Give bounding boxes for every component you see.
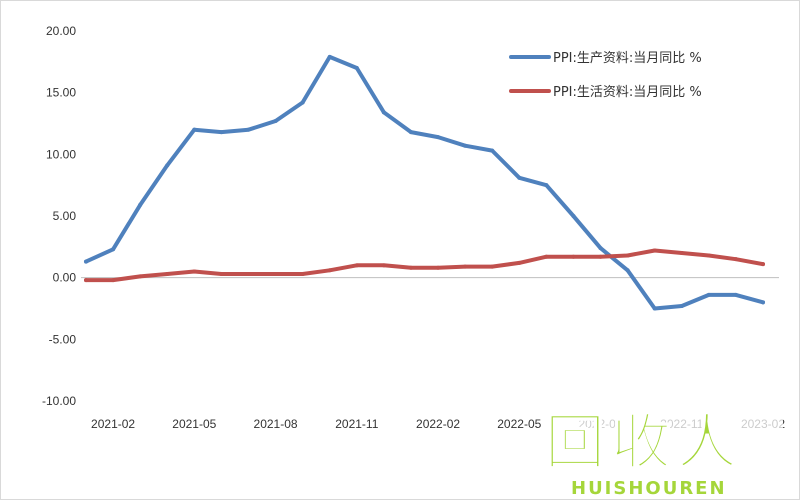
data-point — [761, 262, 765, 267]
data-point — [354, 263, 359, 268]
data-point — [544, 183, 549, 188]
series-line-1 — [84, 54, 765, 311]
data-point — [300, 271, 305, 276]
data-point — [327, 54, 332, 59]
y-tick-label: -10.00 — [42, 394, 76, 408]
data-point — [706, 253, 711, 258]
x-tick-label: 2021-02 — [91, 417, 135, 431]
x-tick-label: 2022-05 — [497, 417, 541, 431]
data-point — [598, 254, 603, 259]
y-tick-label: 15.00 — [46, 86, 76, 100]
data-point — [571, 214, 576, 218]
y-tick-label: 20.00 — [46, 24, 76, 38]
data-point — [84, 278, 88, 283]
x-tick-label: 2021-08 — [254, 417, 298, 431]
data-point — [490, 264, 495, 269]
watermark-backdrop — [543, 403, 783, 498]
data-point — [246, 127, 251, 132]
data-point — [436, 265, 441, 270]
data-point — [408, 130, 413, 135]
watermark-brand-text: HUISHOUREN — [571, 478, 727, 499]
data-point — [138, 274, 143, 279]
series-lines — [84, 54, 765, 311]
data-point — [219, 130, 224, 135]
data-point — [381, 110, 386, 115]
data-point — [598, 246, 603, 251]
data-point — [111, 278, 116, 283]
data-point — [517, 175, 522, 180]
data-point — [165, 271, 170, 276]
data-point — [652, 306, 657, 311]
data-point — [490, 148, 495, 153]
data-point — [219, 271, 224, 276]
data-point — [544, 254, 549, 259]
data-point — [192, 269, 197, 274]
data-point — [625, 268, 630, 273]
data-point — [381, 263, 386, 268]
x-tick-label: 2022-02 — [416, 417, 460, 431]
x-tick-label: 2021-05 — [172, 417, 216, 431]
data-point — [165, 163, 170, 168]
data-point — [273, 271, 278, 276]
data-point — [192, 127, 197, 132]
y-tick-label: 10.00 — [46, 147, 76, 161]
legend-label-1: PPI:生产资料:当月同比 % — [553, 51, 702, 66]
data-point — [138, 202, 143, 207]
data-point — [706, 292, 711, 297]
y-tick-label: -5.00 — [49, 332, 77, 346]
data-point — [679, 304, 684, 309]
data-point — [571, 254, 576, 259]
data-point — [733, 292, 738, 297]
data-point — [300, 100, 305, 105]
data-point — [327, 268, 332, 273]
data-point — [463, 264, 468, 269]
series-line-2 — [84, 248, 765, 283]
data-point — [733, 257, 738, 262]
data-point — [84, 259, 88, 264]
data-point — [273, 119, 278, 124]
x-tick-label: 2021-11 — [335, 417, 378, 431]
data-point — [761, 300, 765, 305]
legend: PPI:生产资料:当月同比 % PPI:生活资料:当月同比 % — [509, 51, 702, 100]
legend-label-2: PPI:生活资料:当月同比 % — [553, 85, 702, 100]
watermark-logo-text: 回收人 — [545, 408, 743, 478]
data-point — [463, 143, 468, 148]
data-point — [436, 135, 441, 140]
data-point — [111, 247, 116, 252]
data-point — [625, 253, 630, 258]
data-point — [246, 271, 251, 276]
data-point — [517, 260, 522, 265]
y-tick-label: 0.00 — [53, 271, 77, 285]
data-point — [408, 265, 413, 270]
data-point — [652, 248, 657, 253]
data-point — [354, 66, 359, 70]
data-point — [679, 251, 684, 255]
y-tick-label: 5.00 — [53, 209, 77, 223]
